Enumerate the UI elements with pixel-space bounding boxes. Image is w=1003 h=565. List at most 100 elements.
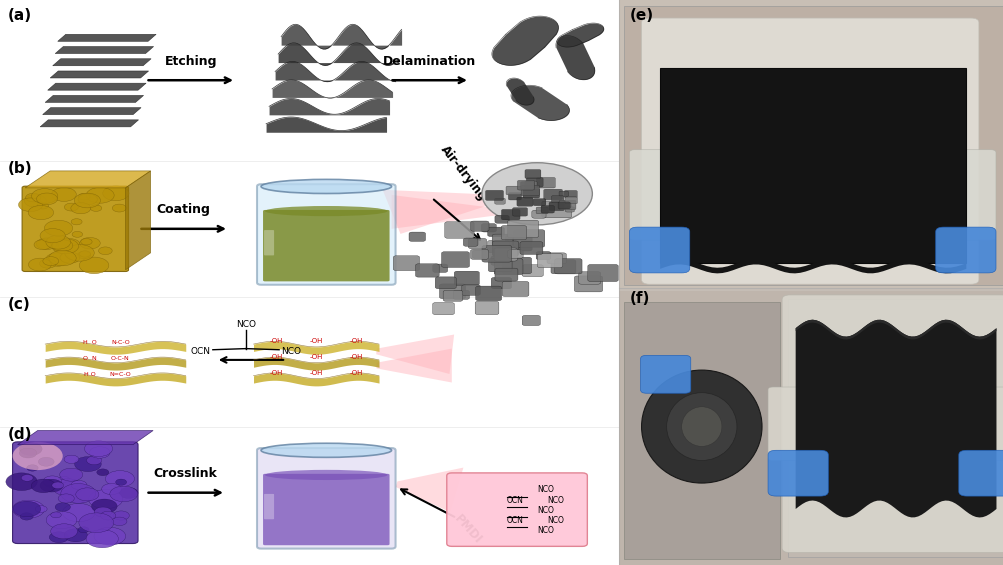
FancyBboxPatch shape [22, 186, 128, 272]
Text: H  O: H O [83, 341, 97, 345]
Text: -OH: -OH [349, 370, 363, 376]
Circle shape [111, 517, 126, 525]
Bar [619, 0, 1003, 288]
FancyBboxPatch shape [526, 177, 543, 187]
FancyBboxPatch shape [453, 271, 478, 285]
Polygon shape [55, 46, 153, 54]
Circle shape [100, 511, 115, 520]
Text: NCO: NCO [547, 516, 564, 525]
Bar [619, 0, 1003, 565]
FancyBboxPatch shape [491, 234, 513, 246]
FancyBboxPatch shape [522, 265, 543, 277]
Polygon shape [48, 83, 146, 90]
FancyBboxPatch shape [537, 254, 562, 268]
Circle shape [52, 482, 64, 489]
Circle shape [21, 475, 33, 481]
Circle shape [101, 484, 121, 494]
FancyBboxPatch shape [257, 184, 395, 285]
Circle shape [78, 527, 89, 533]
Polygon shape [376, 349, 451, 383]
Text: (c): (c) [8, 297, 31, 312]
Circle shape [74, 457, 101, 472]
FancyBboxPatch shape [574, 276, 602, 292]
Ellipse shape [265, 206, 387, 216]
Bar [624, 302, 779, 559]
Bar [619, 291, 1003, 565]
Circle shape [98, 247, 112, 255]
Circle shape [77, 251, 90, 259]
FancyBboxPatch shape [641, 18, 978, 284]
Circle shape [26, 193, 41, 202]
Circle shape [91, 499, 117, 514]
FancyBboxPatch shape [935, 227, 995, 273]
FancyBboxPatch shape [264, 494, 274, 519]
Circle shape [71, 480, 87, 489]
FancyBboxPatch shape [474, 301, 498, 315]
FancyBboxPatch shape [462, 238, 477, 246]
Text: O-C-N: O-C-N [111, 357, 129, 361]
FancyBboxPatch shape [547, 253, 566, 264]
Circle shape [58, 494, 74, 503]
FancyBboxPatch shape [263, 210, 389, 281]
FancyBboxPatch shape [935, 150, 995, 240]
Text: PMDI: PMDI [451, 512, 484, 547]
Bar [0, 0, 619, 565]
Text: NCO: NCO [537, 506, 554, 515]
FancyBboxPatch shape [541, 206, 554, 213]
Text: -OH: -OH [349, 354, 363, 360]
FancyBboxPatch shape [408, 232, 425, 241]
Circle shape [86, 188, 114, 203]
FancyBboxPatch shape [493, 248, 517, 261]
Text: NCO: NCO [537, 485, 554, 494]
FancyBboxPatch shape [415, 264, 438, 277]
FancyBboxPatch shape [520, 182, 534, 189]
Circle shape [64, 455, 79, 463]
Ellipse shape [261, 443, 391, 458]
Circle shape [102, 186, 128, 201]
FancyBboxPatch shape [565, 197, 577, 204]
FancyBboxPatch shape [781, 295, 1003, 553]
Bar [659, 68, 965, 263]
Polygon shape [25, 171, 150, 188]
Circle shape [112, 204, 126, 212]
FancyBboxPatch shape [494, 268, 518, 281]
Circle shape [46, 511, 77, 529]
FancyBboxPatch shape [444, 221, 473, 238]
Circle shape [45, 481, 57, 487]
FancyBboxPatch shape [446, 473, 587, 546]
FancyBboxPatch shape [485, 190, 503, 201]
Circle shape [19, 448, 37, 458]
FancyBboxPatch shape [491, 241, 519, 256]
FancyBboxPatch shape [587, 264, 618, 281]
Circle shape [49, 532, 68, 542]
Circle shape [64, 203, 78, 211]
FancyBboxPatch shape [520, 242, 543, 254]
Polygon shape [376, 334, 453, 374]
FancyBboxPatch shape [487, 240, 509, 253]
Circle shape [79, 237, 100, 249]
FancyBboxPatch shape [434, 277, 455, 289]
Text: -OH: -OH [309, 370, 323, 376]
Circle shape [64, 529, 87, 542]
Circle shape [44, 220, 72, 236]
Circle shape [12, 500, 44, 518]
Circle shape [84, 441, 112, 457]
FancyBboxPatch shape [578, 272, 600, 284]
Circle shape [78, 194, 97, 205]
Circle shape [96, 469, 108, 476]
FancyBboxPatch shape [958, 387, 1003, 460]
FancyBboxPatch shape [432, 264, 447, 272]
Text: NCO: NCO [236, 320, 256, 329]
FancyBboxPatch shape [551, 260, 576, 274]
Circle shape [118, 488, 138, 498]
Circle shape [43, 476, 61, 486]
FancyBboxPatch shape [493, 259, 523, 275]
Ellipse shape [261, 180, 391, 194]
Circle shape [71, 202, 90, 214]
Text: N-C-O: N-C-O [111, 341, 129, 345]
FancyBboxPatch shape [514, 230, 545, 247]
FancyBboxPatch shape [558, 202, 570, 209]
FancyBboxPatch shape [958, 450, 1003, 496]
Circle shape [61, 484, 95, 503]
Text: -OH: -OH [269, 354, 283, 360]
